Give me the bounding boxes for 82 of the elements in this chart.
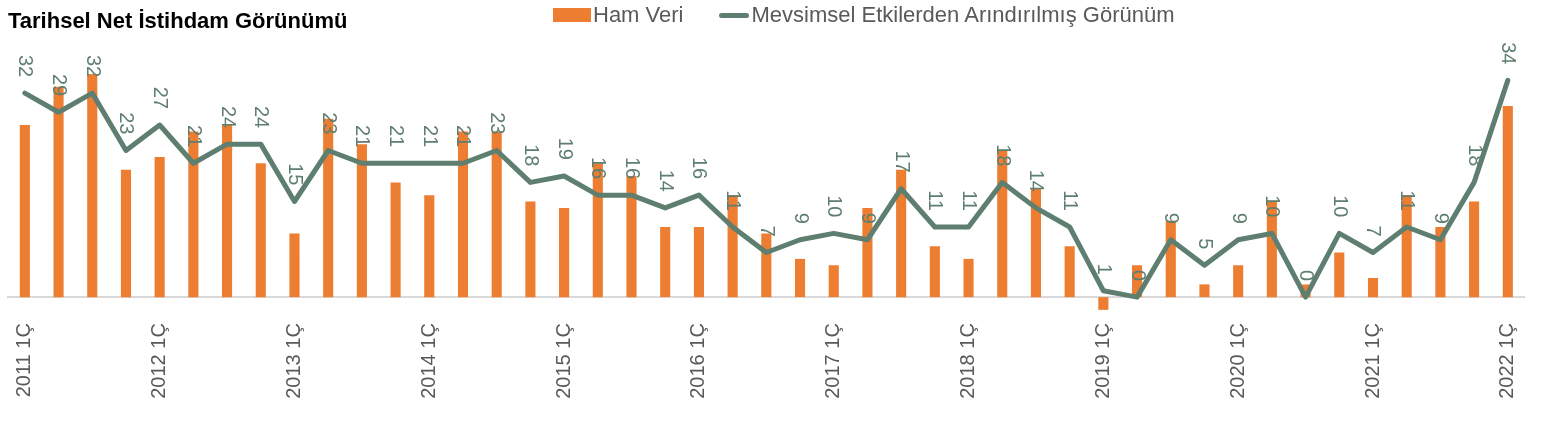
bar	[120, 169, 132, 298]
x-tick-label: 2014 1Ç	[416, 323, 439, 399]
x-tick-label: 2016 1Ç	[686, 323, 709, 399]
bar	[1502, 105, 1513, 298]
data-label: 16	[622, 156, 644, 180]
data-label: 11	[1397, 190, 1420, 211]
bar	[525, 201, 536, 298]
x-tick-label: 2015 1Ç	[551, 323, 574, 399]
x-tick-label: 2013 1Ç	[281, 323, 304, 399]
x-tick-label: 2012 1Ç	[147, 323, 170, 399]
bar	[1367, 278, 1379, 298]
data-label: 11	[1060, 190, 1083, 211]
data-label: 18	[992, 144, 1015, 167]
bar	[828, 265, 839, 298]
data-label: 29	[49, 74, 72, 97]
data-label: 1	[1093, 263, 1116, 275]
chart-title: Tarihsel Net İstihdam Görünümü	[8, 8, 348, 34]
legend-label: Mevsimsel Etkilerden Arındırılmış Görünüm	[751, 2, 1175, 28]
data-label: 5	[1194, 238, 1217, 250]
bar	[154, 156, 165, 298]
data-label: 10	[1329, 195, 1352, 218]
data-label: 16	[689, 156, 712, 180]
x-tick-label: 2020 1Ç	[1225, 323, 1248, 399]
data-label: 9	[1228, 212, 1251, 224]
data-label: 9	[790, 212, 813, 224]
data-label: 23	[116, 112, 139, 135]
data-label: 10	[1262, 195, 1285, 218]
data-label: 16	[588, 156, 611, 180]
bar	[1064, 246, 1075, 298]
data-label: 32	[82, 54, 105, 78]
data-label: 10	[824, 195, 847, 218]
data-label: 21	[386, 125, 409, 148]
data-label: 21	[453, 125, 476, 148]
x-tick-label: 2018 1Ç	[956, 323, 979, 399]
data-label: 18	[520, 144, 543, 167]
bar	[1233, 265, 1244, 298]
data-label: 9	[1430, 212, 1453, 224]
data-label: 24	[251, 105, 274, 129]
bar	[19, 125, 30, 298]
bar	[390, 182, 401, 298]
x-tick-label: 2017 1Ç	[821, 323, 844, 399]
bar	[1098, 297, 1109, 310]
legend-label: Ham Veri	[593, 2, 684, 28]
bar	[1469, 201, 1480, 298]
data-label: 21	[183, 125, 206, 148]
data-label: 14	[655, 169, 678, 192]
data-label: 11	[925, 190, 948, 211]
bar	[255, 163, 266, 298]
bar	[1334, 252, 1345, 298]
data-label: 14	[1026, 169, 1049, 192]
data-label: 17	[891, 150, 914, 173]
bar	[1199, 284, 1210, 298]
data-label: 7	[756, 225, 779, 237]
data-label: 19	[554, 137, 577, 160]
data-label: 32	[15, 54, 38, 78]
data-label: 34	[1498, 42, 1521, 65]
data-label: 21	[419, 125, 442, 148]
bar	[693, 227, 704, 298]
data-label: 9	[1161, 212, 1184, 224]
bar	[929, 246, 940, 298]
data-label: 23	[487, 112, 510, 135]
bar	[289, 233, 300, 298]
data-label: 24	[217, 105, 240, 129]
bar	[559, 207, 570, 298]
x-tick-label: 2021 1Ç	[1360, 323, 1383, 399]
x-tick-label: 2022 1Ç	[1495, 323, 1518, 399]
data-label: 21	[352, 125, 375, 148]
data-label: 0	[1296, 270, 1319, 282]
data-label: 11	[723, 190, 746, 211]
data-label: 15	[284, 163, 307, 186]
data-label: 0	[1127, 270, 1150, 282]
data-label: 11	[959, 190, 982, 211]
data-label: 27	[150, 86, 173, 109]
bar	[963, 258, 974, 298]
bar	[660, 227, 671, 298]
data-label: 23	[318, 112, 341, 135]
data-label: 7	[1363, 225, 1386, 237]
x-tick-label: 2011 1Ç	[12, 323, 35, 398]
bar	[794, 258, 806, 298]
data-label: 9	[857, 212, 880, 224]
bar	[424, 195, 435, 298]
x-tick-label: 2019 1Ç	[1090, 323, 1113, 399]
